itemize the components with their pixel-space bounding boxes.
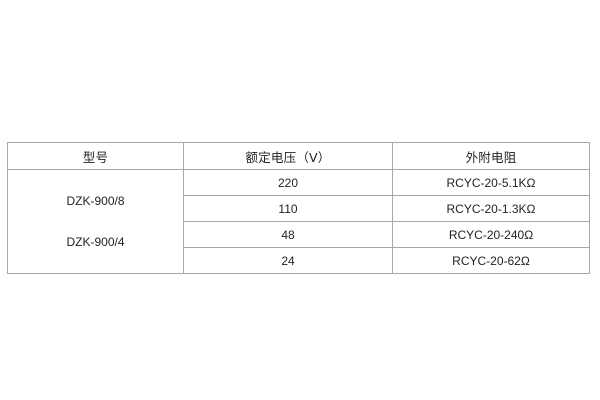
table-row: DZK-900/8 DZK-900/4 220 RCYC-20-5.1KΩ <box>7 168 590 275</box>
spec-table-container: 型号 额定电压（V） 外附电阻 DZK-900/8 DZK-900/4 220 … <box>7 142 590 275</box>
cell-resistance: RCYC-20-5.1KΩ <box>392 168 590 197</box>
model-number-line-1: DZK-900/8 <box>66 193 125 208</box>
table-row: 110 RCYC-20-1.3KΩ <box>8 195 590 223</box>
column-header-model: 型号 <box>7 142 184 170</box>
table-header-row: 型号 额定电压（V） 外附电阻 <box>7 142 590 170</box>
table-row: 24 RCYC-20-62Ω <box>8 247 590 275</box>
cell-resistance: RCYC-20-240Ω <box>392 221 590 249</box>
cell-voltage: 110 <box>183 195 393 223</box>
relay-specification-table: 型号 额定电压（V） 外附电阻 DZK-900/8 DZK-900/4 220 … <box>7 142 590 275</box>
table-header: 型号 额定电压（V） 外附电阻 <box>7 142 590 170</box>
column-header-rated-voltage: 额定电压（V） <box>183 142 393 170</box>
model-number-line-2: DZK-900/4 <box>66 234 125 249</box>
cell-model-numbers: DZK-900/8 DZK-900/4 <box>7 168 184 275</box>
cell-voltage: 48 <box>183 221 393 249</box>
cell-voltage: 220 <box>183 168 393 197</box>
cell-voltage: 24 <box>183 247 393 275</box>
cell-resistance: RCYC-20-1.3KΩ <box>392 195 590 223</box>
column-header-external-resistance: 外附电阻 <box>392 142 590 170</box>
cell-resistance: RCYC-20-62Ω <box>392 247 590 275</box>
table-body: DZK-900/8 DZK-900/4 220 RCYC-20-5.1KΩ 11… <box>7 168 590 275</box>
